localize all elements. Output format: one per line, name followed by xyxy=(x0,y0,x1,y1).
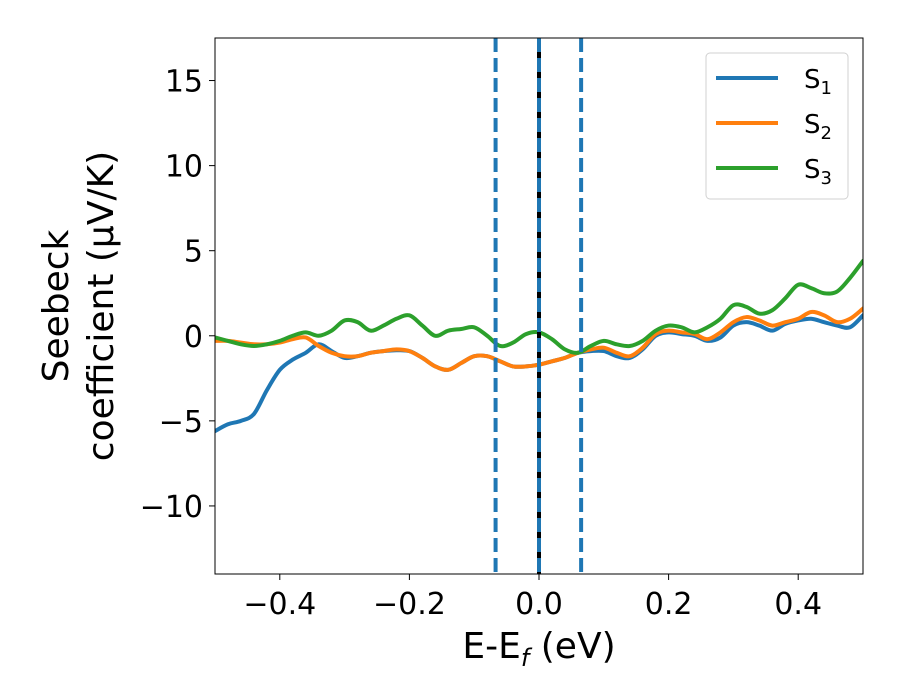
legend: S1 S2 S3 xyxy=(705,52,849,200)
plot-area xyxy=(214,37,864,575)
y-tick-label: −5 xyxy=(159,405,203,440)
y-tick-label: −10 xyxy=(140,490,203,525)
x-tick-label: 0.0 xyxy=(515,587,563,622)
x-tick-label: 0.4 xyxy=(774,587,822,622)
y-tick-label: 5 xyxy=(184,235,203,270)
legend-frame xyxy=(705,52,849,200)
x-axis-label-unit: (eV) xyxy=(529,626,615,667)
x-tick-label: −0.2 xyxy=(373,587,446,622)
x-axis: −0.4 −0.2 0.0 0.2 0.4 xyxy=(243,574,822,622)
x-tick-label: 0.2 xyxy=(645,587,693,622)
y-axis: −10 −5 0 5 10 15 xyxy=(140,65,215,525)
y-axis-label-line1: Seebeck xyxy=(36,229,77,382)
y-axis-label-line2: coefficient (μV/K) xyxy=(81,151,122,461)
x-tick-label: −0.4 xyxy=(243,587,316,622)
y-tick-label: 0 xyxy=(184,320,203,355)
legend-label-s3: S3 xyxy=(804,155,832,189)
legend-label-s1: S1 xyxy=(804,65,832,99)
x-axis-label: E-Ef (eV) xyxy=(462,626,615,672)
y-axis-label: Seebeck coefficient (μV/K) xyxy=(36,151,122,461)
vline-layer xyxy=(493,38,584,574)
y-tick-label: 15 xyxy=(165,65,203,100)
x-axis-label-main: E-E xyxy=(462,626,520,667)
legend-label-s2: S2 xyxy=(804,110,832,144)
y-tick-label: 10 xyxy=(165,150,203,185)
